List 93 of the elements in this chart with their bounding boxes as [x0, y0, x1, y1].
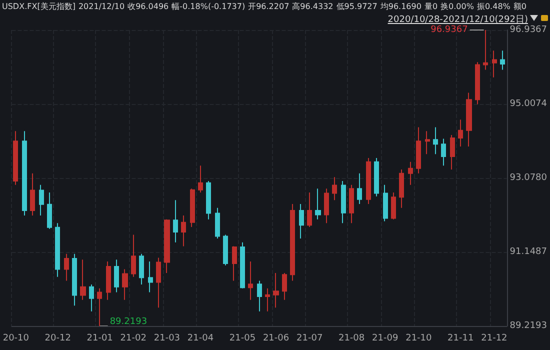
candlestick: [416, 126, 421, 174]
candlestick: [122, 268, 128, 300]
x-tick-label: 21-04: [187, 334, 214, 344]
x-tick-label: 21-11: [448, 334, 474, 344]
text: 换0.00%: [440, 2, 474, 11]
text: 高96.4332: [292, 2, 334, 11]
candlestick: [164, 218, 170, 274]
candlestick: [47, 192, 52, 230]
x-tick-label: 20-12: [44, 334, 71, 344]
candlestick: [500, 50, 505, 70]
candlestick: [215, 207, 220, 240]
candlestick: [374, 157, 379, 197]
candlestick: [441, 138, 446, 166]
candlestick: [450, 134, 455, 170]
candlestick: [156, 257, 161, 308]
candlestick: [341, 180, 346, 224]
candlestick: [232, 246, 237, 282]
x-tick-label: 21-12: [481, 334, 508, 344]
candlestick: [206, 180, 211, 220]
x-tick-label: 21-08: [338, 334, 365, 344]
annotation: 89.2193: [110, 317, 148, 327]
annotation: 96.9367: [430, 25, 468, 35]
text: 开96.2207: [248, 2, 290, 11]
candlestick: [181, 215, 186, 247]
candlestick: [240, 242, 245, 289]
text: 振0.48%: [476, 2, 510, 11]
y-tick-label: 93.0780: [510, 173, 548, 183]
candlestick: [299, 204, 304, 240]
candlestick: [190, 188, 195, 228]
x-tick-label: 21-01: [86, 334, 113, 344]
candlestick: [89, 284, 94, 312]
candlestick: [30, 172, 35, 216]
candlestick: [466, 92, 472, 147]
candlestick: [282, 272, 287, 300]
x-tick-label: 21-05: [229, 334, 256, 344]
x-tick-label: 20-10: [2, 334, 30, 344]
candlestick: [332, 176, 337, 201]
candlestick: [433, 126, 438, 155]
candlestick: [492, 50, 497, 78]
candlestick: [80, 259, 86, 300]
y-tick-label: 91.1487: [510, 247, 547, 257]
text: 量0: [424, 2, 438, 11]
candlestick: [106, 261, 111, 300]
candlestick: [114, 259, 119, 293]
y-tick-label: 96.9367: [510, 25, 547, 35]
x-tick-label: 21-03: [154, 334, 180, 344]
candlestick: [22, 130, 27, 216]
candlestick: [366, 157, 371, 205]
candlestick: [97, 288, 102, 326]
x-tick-label: 21-10: [406, 334, 432, 344]
text: 低95.9727: [336, 2, 378, 11]
text: 幅-0.18%(-0.1737): [172, 2, 246, 11]
candlestick: [458, 119, 463, 147]
candlestick: [139, 253, 144, 286]
candlestick: [39, 184, 44, 216]
candlestick: [257, 280, 262, 312]
y-tick-label: 95.0074: [510, 99, 548, 109]
candlestick: [72, 253, 77, 306]
candlestick: [391, 192, 396, 220]
candlestick: [13, 130, 18, 186]
text: 均96.1690: [380, 2, 422, 11]
chart-subtitle: 2020/10/28-2021/12/10(292日): [388, 14, 528, 25]
candlestick: [173, 200, 178, 243]
candlestick: [248, 261, 253, 300]
text: 收96.0496: [128, 2, 169, 11]
x-tick-label: 21-09: [372, 334, 398, 344]
chart-title: USDX.FX[美元指数]: [2, 2, 76, 11]
candlestick: [425, 130, 430, 155]
candlestick: [265, 288, 270, 312]
candlestick: [307, 192, 312, 228]
candlestick: [315, 188, 321, 220]
candlestick: [349, 184, 354, 224]
candlestick: [290, 204, 295, 282]
candlestick: [324, 188, 329, 224]
candlestick: [198, 165, 203, 193]
y-tick-label: 89.2193: [510, 321, 547, 331]
candlestick: [357, 172, 362, 205]
candlestick: [273, 272, 279, 308]
text: 2021/12/10: [78, 2, 125, 11]
candlestick: [475, 62, 480, 105]
candlestick: [223, 234, 228, 266]
x-tick-label: 21-02: [120, 334, 146, 344]
candlestick: [408, 161, 413, 186]
x-tick-label: 21-06: [262, 334, 290, 344]
text: 额0: [513, 2, 526, 11]
candlestick: [131, 234, 136, 278]
candlestick: [148, 261, 153, 293]
x-tick-label: 21-07: [296, 334, 323, 344]
candlestick: [55, 222, 60, 278]
candlestick: [64, 253, 69, 282]
candlestick: [383, 184, 388, 222]
candlestick: [399, 168, 404, 208]
candlestick: [483, 30, 488, 70]
